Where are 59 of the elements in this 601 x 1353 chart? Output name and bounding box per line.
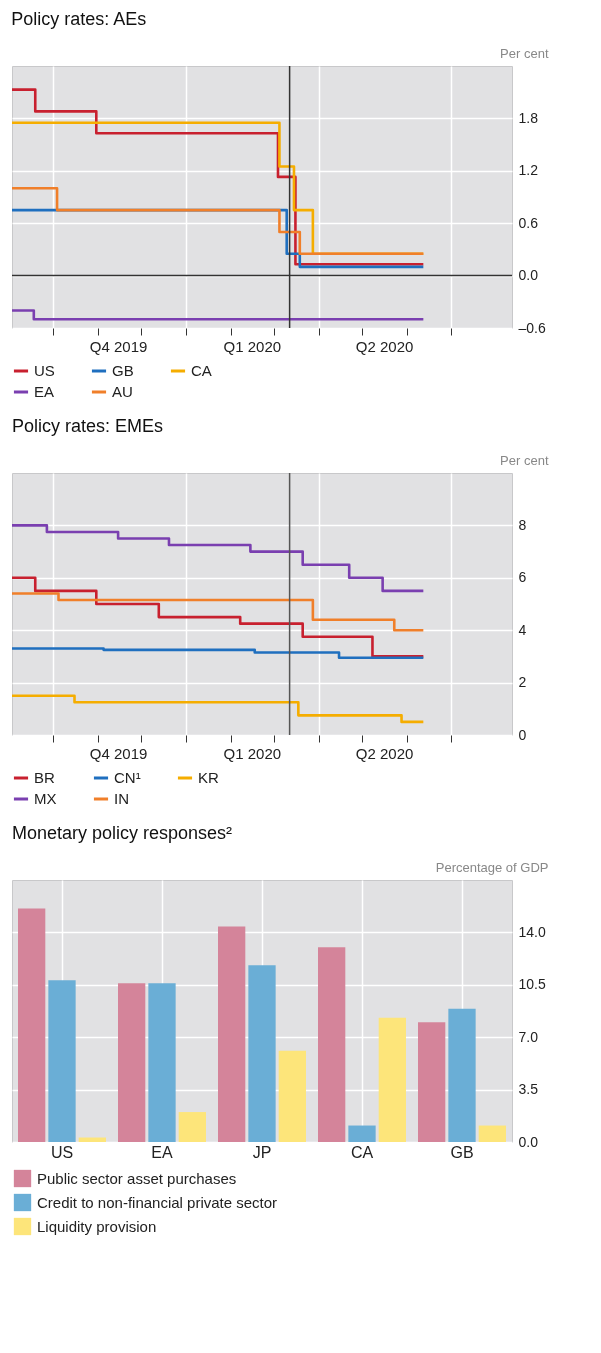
- x-tick-label: Q1 2020: [223, 744, 282, 762]
- x-tick-label: CA: [350, 1143, 374, 1161]
- y-tick-label: 0: [518, 726, 527, 743]
- y-tick-label: 0.6: [518, 214, 539, 231]
- y-tick-label: –0.6: [518, 319, 546, 336]
- legend-label: US: [34, 362, 55, 379]
- bar: [278, 1050, 306, 1142]
- bar: [478, 1125, 506, 1142]
- legend-label: Credit to non-financial private sector: [37, 1193, 278, 1211]
- legend-label: Liquidity provision: [37, 1217, 157, 1235]
- y-tick-label: 1.2: [518, 162, 539, 179]
- bar: [148, 983, 176, 1142]
- bar: [448, 1008, 476, 1142]
- bar: [318, 947, 346, 1142]
- y-axis-title: Percentage of GDP: [435, 859, 549, 875]
- y-tick-label: 0.0: [518, 1133, 539, 1150]
- legend-label: Public sector asset purchases: [37, 1169, 237, 1187]
- bar: [348, 1125, 376, 1142]
- legend-label: CA: [191, 362, 212, 379]
- legend-label: MX: [34, 790, 57, 807]
- x-tick-label: Q4 2019: [89, 744, 148, 762]
- y-tick-label: 4: [518, 621, 527, 638]
- y-tick-label: 2: [518, 674, 527, 691]
- x-tick-label: EA: [151, 1143, 173, 1161]
- bar: [378, 1017, 406, 1142]
- y-tick-label: 10.5: [518, 976, 546, 993]
- y-tick-label: 3.5: [518, 1081, 539, 1098]
- x-tick-label: JP: [252, 1143, 272, 1161]
- chart-title: Monetary policy responses²: [12, 823, 233, 843]
- x-tick-label: Q2 2020: [355, 337, 414, 355]
- x-tick-label: Q2 2020: [355, 744, 414, 762]
- chart-title: Policy rates: AEs: [11, 9, 147, 29]
- x-tick-label: Q4 2019: [89, 337, 148, 355]
- bar: [18, 908, 46, 1142]
- y-tick-label: 7.0: [518, 1028, 539, 1045]
- legend-label: GB: [112, 362, 134, 379]
- bar: [178, 1112, 206, 1142]
- x-tick-label: GB: [450, 1143, 474, 1161]
- y-tick-label: 1.8: [518, 109, 539, 126]
- legend-label: KR: [198, 769, 219, 786]
- y-tick-label: 14.0: [518, 923, 546, 940]
- y-tick-label: 8: [518, 516, 527, 533]
- bar: [248, 965, 276, 1142]
- y-axis-title: Per cent: [500, 45, 549, 61]
- bar: [418, 1022, 446, 1142]
- legend-label: IN: [114, 790, 129, 807]
- y-tick-label: 0.0: [518, 267, 539, 284]
- bar: [218, 926, 246, 1142]
- y-axis-title: Per cent: [500, 452, 549, 468]
- legend-label: BR: [34, 769, 55, 786]
- bar: [118, 983, 146, 1142]
- y-tick-label: 6: [518, 569, 527, 586]
- legend-label: AU: [112, 383, 133, 400]
- legend-label: EA: [34, 383, 55, 400]
- x-tick-label: Q1 2020: [223, 337, 282, 355]
- legend-label: CN¹: [114, 769, 141, 786]
- x-tick-label: US: [50, 1143, 74, 1161]
- bar: [48, 980, 76, 1142]
- chart-title: Policy rates: EMEs: [12, 416, 164, 436]
